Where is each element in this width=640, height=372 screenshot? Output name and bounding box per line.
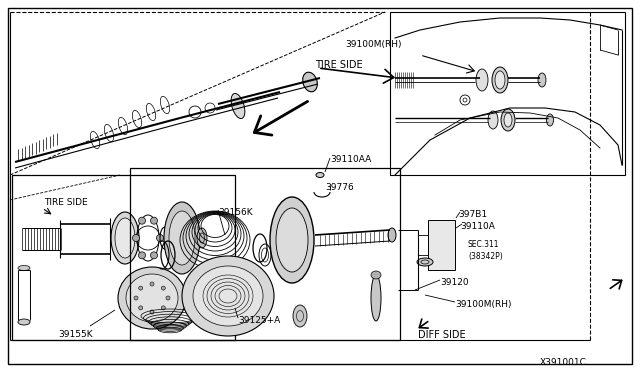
Circle shape — [157, 234, 163, 241]
Ellipse shape — [504, 113, 512, 127]
Bar — [390, 12, 625, 175]
Circle shape — [139, 306, 143, 310]
Circle shape — [134, 296, 138, 300]
Text: X391001C: X391001C — [540, 358, 587, 367]
Circle shape — [161, 286, 165, 290]
Ellipse shape — [388, 228, 396, 242]
Ellipse shape — [303, 72, 317, 92]
Bar — [428, 220, 455, 270]
Ellipse shape — [492, 67, 508, 93]
Ellipse shape — [276, 208, 308, 272]
Text: DIFF SIDE: DIFF SIDE — [418, 330, 466, 340]
Text: 39125+A: 39125+A — [238, 316, 280, 325]
Circle shape — [138, 252, 145, 259]
Text: 39156K: 39156K — [218, 208, 253, 217]
Circle shape — [161, 306, 165, 310]
Ellipse shape — [495, 71, 505, 89]
Circle shape — [150, 310, 154, 314]
Ellipse shape — [164, 202, 200, 274]
Ellipse shape — [231, 93, 245, 119]
Text: 39100M(RH): 39100M(RH) — [455, 300, 511, 309]
Text: 39120: 39120 — [440, 278, 468, 287]
Ellipse shape — [270, 197, 314, 283]
Ellipse shape — [197, 228, 207, 248]
Ellipse shape — [169, 211, 195, 265]
Text: (38342P): (38342P) — [468, 252, 503, 261]
Ellipse shape — [182, 256, 274, 336]
Ellipse shape — [371, 271, 381, 279]
Text: 39110A: 39110A — [460, 222, 495, 231]
Ellipse shape — [476, 69, 488, 91]
Ellipse shape — [488, 111, 498, 129]
Text: 39155K: 39155K — [58, 330, 93, 339]
Ellipse shape — [417, 258, 433, 266]
Text: 39110AA: 39110AA — [330, 155, 371, 164]
Circle shape — [132, 234, 140, 241]
Ellipse shape — [547, 114, 554, 126]
Ellipse shape — [371, 275, 381, 321]
Text: TIRE SIDE: TIRE SIDE — [44, 198, 88, 207]
Circle shape — [150, 252, 157, 259]
Ellipse shape — [501, 109, 515, 131]
Ellipse shape — [316, 173, 324, 177]
Text: TIRE SIDE: TIRE SIDE — [315, 60, 363, 70]
Circle shape — [150, 217, 157, 224]
Ellipse shape — [18, 266, 30, 270]
Ellipse shape — [118, 267, 186, 329]
Text: 39100M(RH): 39100M(RH) — [345, 40, 401, 49]
Bar — [12, 175, 235, 340]
Text: SEC.311: SEC.311 — [468, 240, 499, 249]
Circle shape — [138, 217, 145, 224]
Ellipse shape — [193, 266, 263, 326]
Circle shape — [150, 282, 154, 286]
Text: 39776: 39776 — [325, 183, 354, 192]
Ellipse shape — [115, 218, 135, 258]
Text: 397B1: 397B1 — [458, 210, 487, 219]
Ellipse shape — [293, 305, 307, 327]
Ellipse shape — [18, 319, 30, 325]
Ellipse shape — [111, 212, 139, 264]
Bar — [130, 168, 400, 340]
Ellipse shape — [538, 73, 546, 87]
Ellipse shape — [126, 274, 178, 322]
Circle shape — [166, 296, 170, 300]
Circle shape — [139, 286, 143, 290]
